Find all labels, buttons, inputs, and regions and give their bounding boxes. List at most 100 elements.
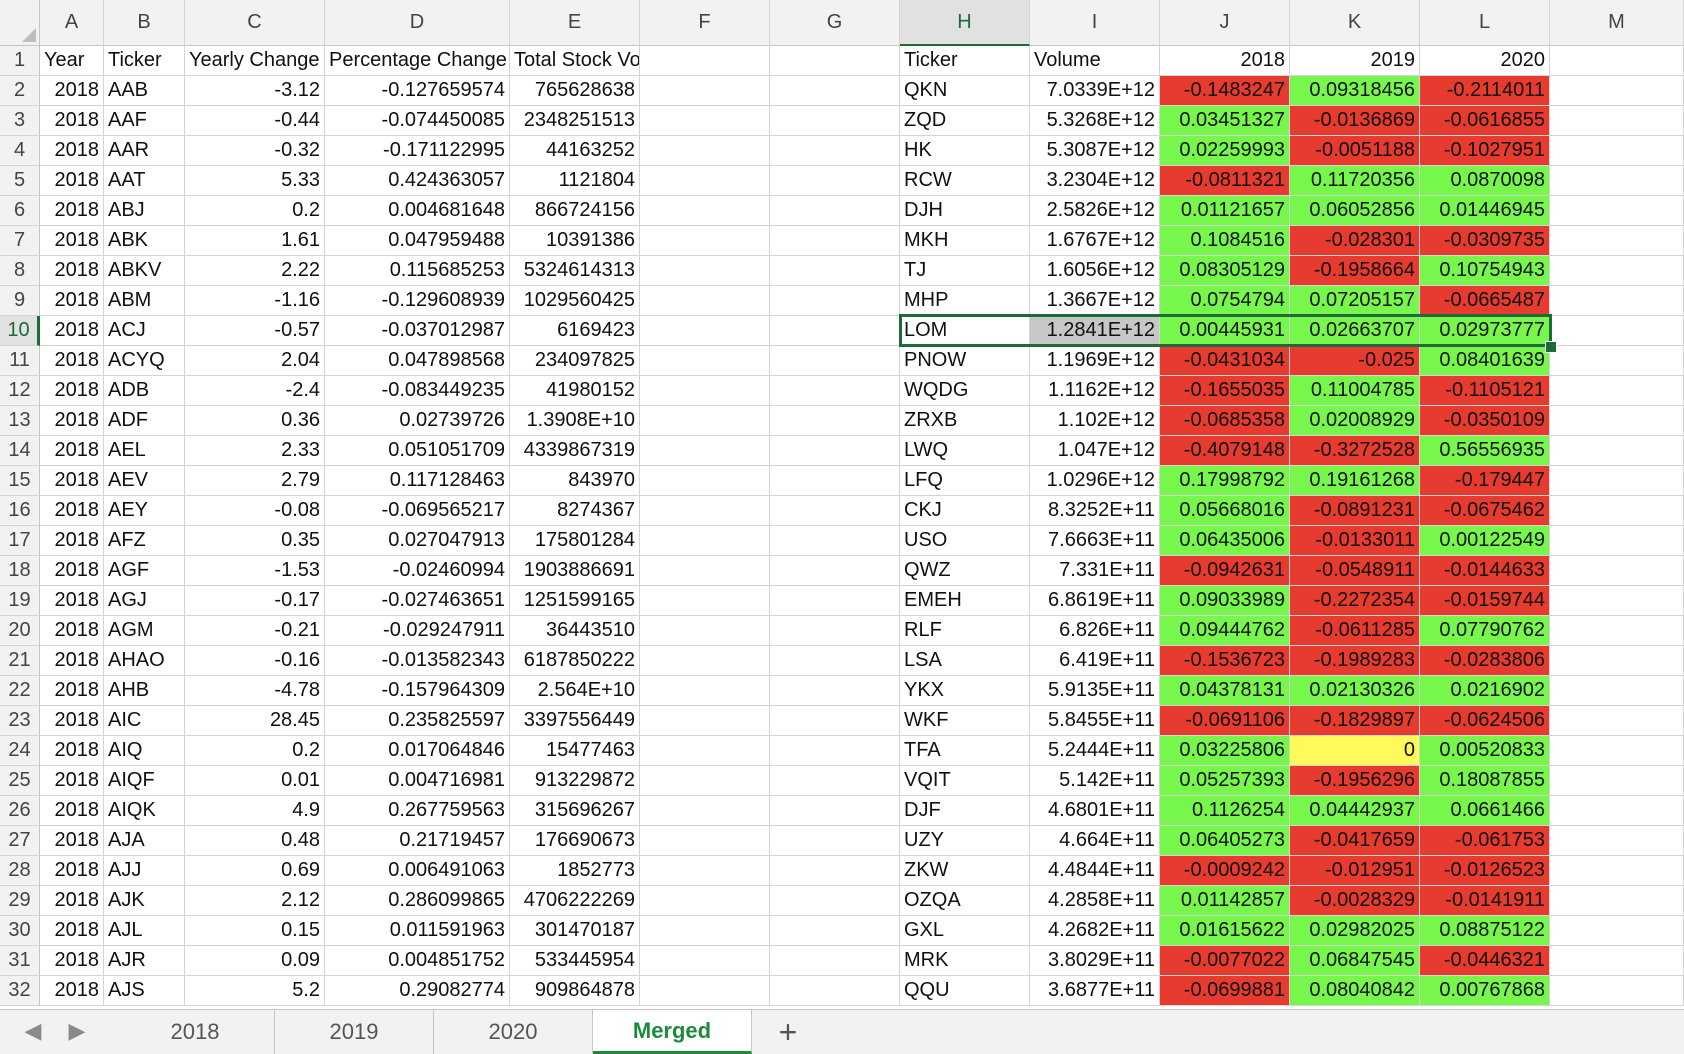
select-all-corner[interactable] xyxy=(0,0,40,46)
left-table-cell[interactable]: 5324614313 xyxy=(510,256,640,286)
left-table-cell[interactable]: 0.48 xyxy=(185,826,325,856)
left-header-cell[interactable]: Year xyxy=(40,46,104,76)
change-2018-cell[interactable]: 0.08305129 xyxy=(1160,256,1290,286)
left-table-cell[interactable]: 2018 xyxy=(40,796,104,826)
change-2019-cell[interactable]: -0.0611285 xyxy=(1290,616,1420,646)
change-2018-cell[interactable]: 0.01615622 xyxy=(1160,916,1290,946)
empty-cell[interactable] xyxy=(770,556,900,586)
column-header-k[interactable]: K xyxy=(1290,0,1420,46)
left-table-cell[interactable]: 0.004681648 xyxy=(325,196,510,226)
change-2018-cell[interactable]: -0.1655035 xyxy=(1160,376,1290,406)
left-table-cell[interactable]: 2018 xyxy=(40,106,104,136)
volume-cell[interactable]: 1.0296E+12 xyxy=(1030,466,1160,496)
ticker-cell[interactable]: QQU xyxy=(900,976,1030,1006)
change-2018-cell[interactable]: -0.0431034 xyxy=(1160,346,1290,376)
change-2019-cell[interactable]: -0.025 xyxy=(1290,346,1420,376)
left-table-cell[interactable]: 175801284 xyxy=(510,526,640,556)
empty-cell[interactable] xyxy=(640,136,770,166)
left-table-cell[interactable]: AGJ xyxy=(104,586,185,616)
left-table-cell[interactable]: ABK xyxy=(104,226,185,256)
change-2020-cell[interactable]: 0.10754943 xyxy=(1420,256,1550,286)
row-header-22[interactable]: 22 xyxy=(0,676,40,706)
row-header-21[interactable]: 21 xyxy=(0,646,40,676)
left-table-cell[interactable]: 44163252 xyxy=(510,136,640,166)
change-2019-cell[interactable]: -0.0136869 xyxy=(1290,106,1420,136)
ticker-cell[interactable]: MHP xyxy=(900,286,1030,316)
change-2019-cell[interactable]: -0.0051188 xyxy=(1290,136,1420,166)
left-table-cell[interactable]: 2018 xyxy=(40,286,104,316)
empty-cell[interactable] xyxy=(1550,766,1684,796)
left-table-cell[interactable]: 176690673 xyxy=(510,826,640,856)
left-table-cell[interactable]: 2018 xyxy=(40,406,104,436)
change-2020-cell[interactable]: -0.0126523 xyxy=(1420,856,1550,886)
volume-cell[interactable]: 1.047E+12 xyxy=(1030,436,1160,466)
change-2020-cell[interactable]: 0.00520833 xyxy=(1420,736,1550,766)
row-header-2[interactable]: 2 xyxy=(0,76,40,106)
left-table-cell[interactable]: -4.78 xyxy=(185,676,325,706)
change-2020-cell[interactable]: -0.0665487 xyxy=(1420,286,1550,316)
left-table-cell[interactable]: -0.157964309 xyxy=(325,676,510,706)
empty-cell[interactable] xyxy=(640,916,770,946)
ticker-cell[interactable]: QKN xyxy=(900,76,1030,106)
empty-cell[interactable] xyxy=(1550,496,1684,526)
empty-cell[interactable] xyxy=(1550,526,1684,556)
change-2019-cell[interactable]: 0.02008929 xyxy=(1290,406,1420,436)
change-2018-cell[interactable]: 0.06435006 xyxy=(1160,526,1290,556)
ticker-cell[interactable]: TJ xyxy=(900,256,1030,286)
left-table-cell[interactable]: 0.115685253 xyxy=(325,256,510,286)
change-2018-cell[interactable]: 0.09033989 xyxy=(1160,586,1290,616)
change-2019-cell[interactable]: -0.1829897 xyxy=(1290,706,1420,736)
left-table-cell[interactable]: 0.047898568 xyxy=(325,346,510,376)
change-2020-cell[interactable]: 0.08875122 xyxy=(1420,916,1550,946)
change-2019-cell[interactable]: -0.3272528 xyxy=(1290,436,1420,466)
empty-cell[interactable] xyxy=(1550,136,1684,166)
left-table-cell[interactable]: 0.21719457 xyxy=(325,826,510,856)
ticker-cell[interactable]: WQDG xyxy=(900,376,1030,406)
change-2020-cell[interactable]: 0.0870098 xyxy=(1420,166,1550,196)
left-table-cell[interactable]: AAB xyxy=(104,76,185,106)
change-2020-cell[interactable]: 0.00122549 xyxy=(1420,526,1550,556)
empty-cell[interactable] xyxy=(640,676,770,706)
left-table-cell[interactable]: 0.29082774 xyxy=(325,976,510,1006)
left-table-cell[interactable]: 913229872 xyxy=(510,766,640,796)
empty-cell[interactable] xyxy=(640,706,770,736)
empty-cell[interactable] xyxy=(1550,406,1684,436)
left-table-cell[interactable]: -0.08 xyxy=(185,496,325,526)
ticker-cell[interactable]: LSA xyxy=(900,646,1030,676)
change-2019-cell[interactable]: 0.11004785 xyxy=(1290,376,1420,406)
empty-cell[interactable] xyxy=(1550,106,1684,136)
ticker-cell[interactable]: LOM xyxy=(900,316,1030,346)
change-2019-cell[interactable]: -0.0891231 xyxy=(1290,496,1420,526)
left-table-cell[interactable]: 2018 xyxy=(40,886,104,916)
ticker-cell[interactable]: YKX xyxy=(900,676,1030,706)
empty-cell[interactable] xyxy=(640,466,770,496)
left-table-cell[interactable]: 1029560425 xyxy=(510,286,640,316)
change-2020-cell[interactable]: -0.0446321 xyxy=(1420,946,1550,976)
change-2020-cell[interactable]: -0.0350109 xyxy=(1420,406,1550,436)
change-2020-cell[interactable]: -0.0616855 xyxy=(1420,106,1550,136)
row-header-16[interactable]: 16 xyxy=(0,496,40,526)
left-table-cell[interactable]: 6169423 xyxy=(510,316,640,346)
ticker-cell[interactable]: ZKW xyxy=(900,856,1030,886)
empty-cell[interactable] xyxy=(770,196,900,226)
left-table-cell[interactable]: ADF xyxy=(104,406,185,436)
left-table-cell[interactable]: AJA xyxy=(104,826,185,856)
left-table-cell[interactable]: 0.35 xyxy=(185,526,325,556)
change-2019-cell[interactable]: -0.2272354 xyxy=(1290,586,1420,616)
left-header-cell[interactable]: Yearly Change xyxy=(185,46,325,76)
left-table-cell[interactable]: AAT xyxy=(104,166,185,196)
volume-cell[interactable]: 3.2304E+12 xyxy=(1030,166,1160,196)
change-2018-cell[interactable]: -0.0685358 xyxy=(1160,406,1290,436)
volume-cell[interactable]: 1.3667E+12 xyxy=(1030,286,1160,316)
change-2019-cell[interactable]: -0.1958664 xyxy=(1290,256,1420,286)
volume-cell[interactable]: 8.3252E+11 xyxy=(1030,496,1160,526)
ticker-cell[interactable]: DJF xyxy=(900,796,1030,826)
empty-cell[interactable] xyxy=(1550,556,1684,586)
left-table-cell[interactable]: 0.424363057 xyxy=(325,166,510,196)
right-header-cell[interactable]: Volume xyxy=(1030,46,1160,76)
empty-cell[interactable] xyxy=(1550,346,1684,376)
row-header-24[interactable]: 24 xyxy=(0,736,40,766)
left-table-cell[interactable]: 0.69 xyxy=(185,856,325,886)
left-table-cell[interactable]: AJS xyxy=(104,976,185,1006)
left-table-cell[interactable]: -0.129608939 xyxy=(325,286,510,316)
